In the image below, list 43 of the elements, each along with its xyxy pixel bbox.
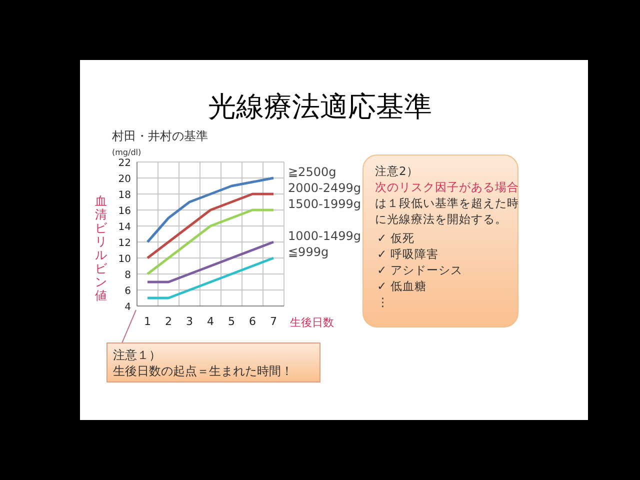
series-label: 1000-1499g — [288, 229, 362, 243]
chart-subtitle: 村田・井村の基準 — [111, 129, 208, 143]
series-label: 2000-2499g — [288, 181, 362, 195]
chart-title: 光線療法適応基準 — [208, 90, 432, 123]
y-axis-title: 血清ビリルビン値 — [95, 194, 108, 302]
x-tick-label: 7 — [270, 315, 277, 328]
series-label: ≦999g — [288, 245, 329, 259]
text: 生後日数の起点＝生まれた時間！ — [113, 364, 293, 378]
y-tick-label: 22 — [118, 158, 131, 169]
y-tick-label: 12 — [118, 238, 131, 249]
x-tick-label: 2 — [165, 315, 172, 328]
text: に光線療法を開始する。 — [375, 212, 507, 226]
y-tick-label: 10 — [118, 254, 131, 265]
text: ✓ 仮死 — [377, 231, 414, 245]
y-tick-label: 18 — [118, 190, 131, 201]
line-series — [146, 176, 275, 244]
x-tick-label: 4 — [207, 315, 214, 328]
line-series — [146, 192, 275, 260]
text: 注意１） — [113, 348, 161, 362]
text: 注意2） — [375, 164, 418, 178]
y-tick-label: 4 — [124, 302, 131, 313]
y-tick-label: 20 — [118, 174, 131, 185]
x-tick-label: 3 — [186, 315, 193, 328]
text: ✓ アシドーシス — [377, 263, 462, 277]
text: は１段低い基準を超えた時 — [375, 196, 519, 210]
text: 次のリスク因子がある場合 — [375, 180, 519, 194]
y-tick-label: 14 — [118, 222, 131, 233]
x-axis-title: 生後日数 — [290, 316, 334, 329]
y-tick-label: 8 — [124, 270, 131, 281]
line-series — [146, 256, 275, 300]
y-tick-label: 6 — [124, 286, 131, 297]
series-label: ≧2500g — [288, 165, 336, 179]
text: ⋮ — [377, 295, 388, 309]
text: (mg/dl) — [112, 148, 142, 157]
text: ✓ 呼吸障害 — [377, 247, 438, 261]
text: ✓ 低血糖 — [377, 279, 426, 293]
line-series — [146, 208, 275, 276]
y-tick-label: 16 — [118, 206, 131, 217]
x-tick-label: 5 — [228, 315, 235, 328]
x-tick-label: 1 — [144, 315, 151, 328]
line-series — [146, 240, 275, 284]
x-tick-label: 6 — [249, 315, 256, 328]
series-label: 1500-1999g — [288, 197, 362, 211]
